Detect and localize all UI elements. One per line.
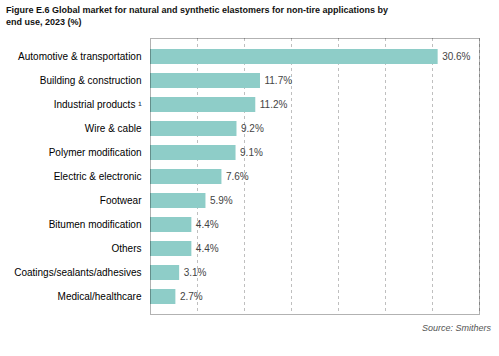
svg-text:11.7%: 11.7% bbox=[264, 75, 292, 86]
svg-text:Medical/healthcare: Medical/healthcare bbox=[58, 291, 142, 302]
svg-text:Coatings/sealants/adhesives: Coatings/sealants/adhesives bbox=[14, 267, 141, 278]
html-text:Figure E.6 Global market for n: Figure E.6 Global market for natural and… bbox=[6, 5, 389, 27]
svg-text:Polymer modification: Polymer modification bbox=[49, 147, 142, 158]
svg-text:30.6%: 30.6% bbox=[442, 51, 470, 62]
svg-text:Others: Others bbox=[111, 243, 141, 254]
svg-text:9.2%: 9.2% bbox=[241, 123, 264, 134]
svg-text:9.1%: 9.1% bbox=[240, 147, 263, 158]
svg-text:7.6%: 7.6% bbox=[226, 171, 249, 182]
html-text:Source: Smithers: Source: Smithers bbox=[422, 323, 491, 333]
svg-text:3.1%: 3.1% bbox=[184, 267, 207, 278]
svg-text:Footwear: Footwear bbox=[100, 195, 142, 206]
svg-text:Industrial products ¹: Industrial products ¹ bbox=[54, 99, 142, 110]
svg-text:Bitumen modification: Bitumen modification bbox=[49, 219, 142, 230]
svg-text:2.7%: 2.7% bbox=[180, 291, 203, 302]
svg-text:4.4%: 4.4% bbox=[196, 219, 219, 230]
svg-text:11.2%: 11.2% bbox=[260, 99, 288, 110]
svg-text:Automotive & transportation: Automotive & transportation bbox=[18, 51, 141, 62]
svg-text:4.4%: 4.4% bbox=[196, 243, 219, 254]
svg-text:5.9%: 5.9% bbox=[210, 195, 233, 206]
svg-text:Electric & electronic: Electric & electronic bbox=[54, 171, 142, 182]
svg-text:Building & construction: Building & construction bbox=[40, 75, 142, 86]
svg-text:Wire & cable: Wire & cable bbox=[85, 123, 142, 134]
